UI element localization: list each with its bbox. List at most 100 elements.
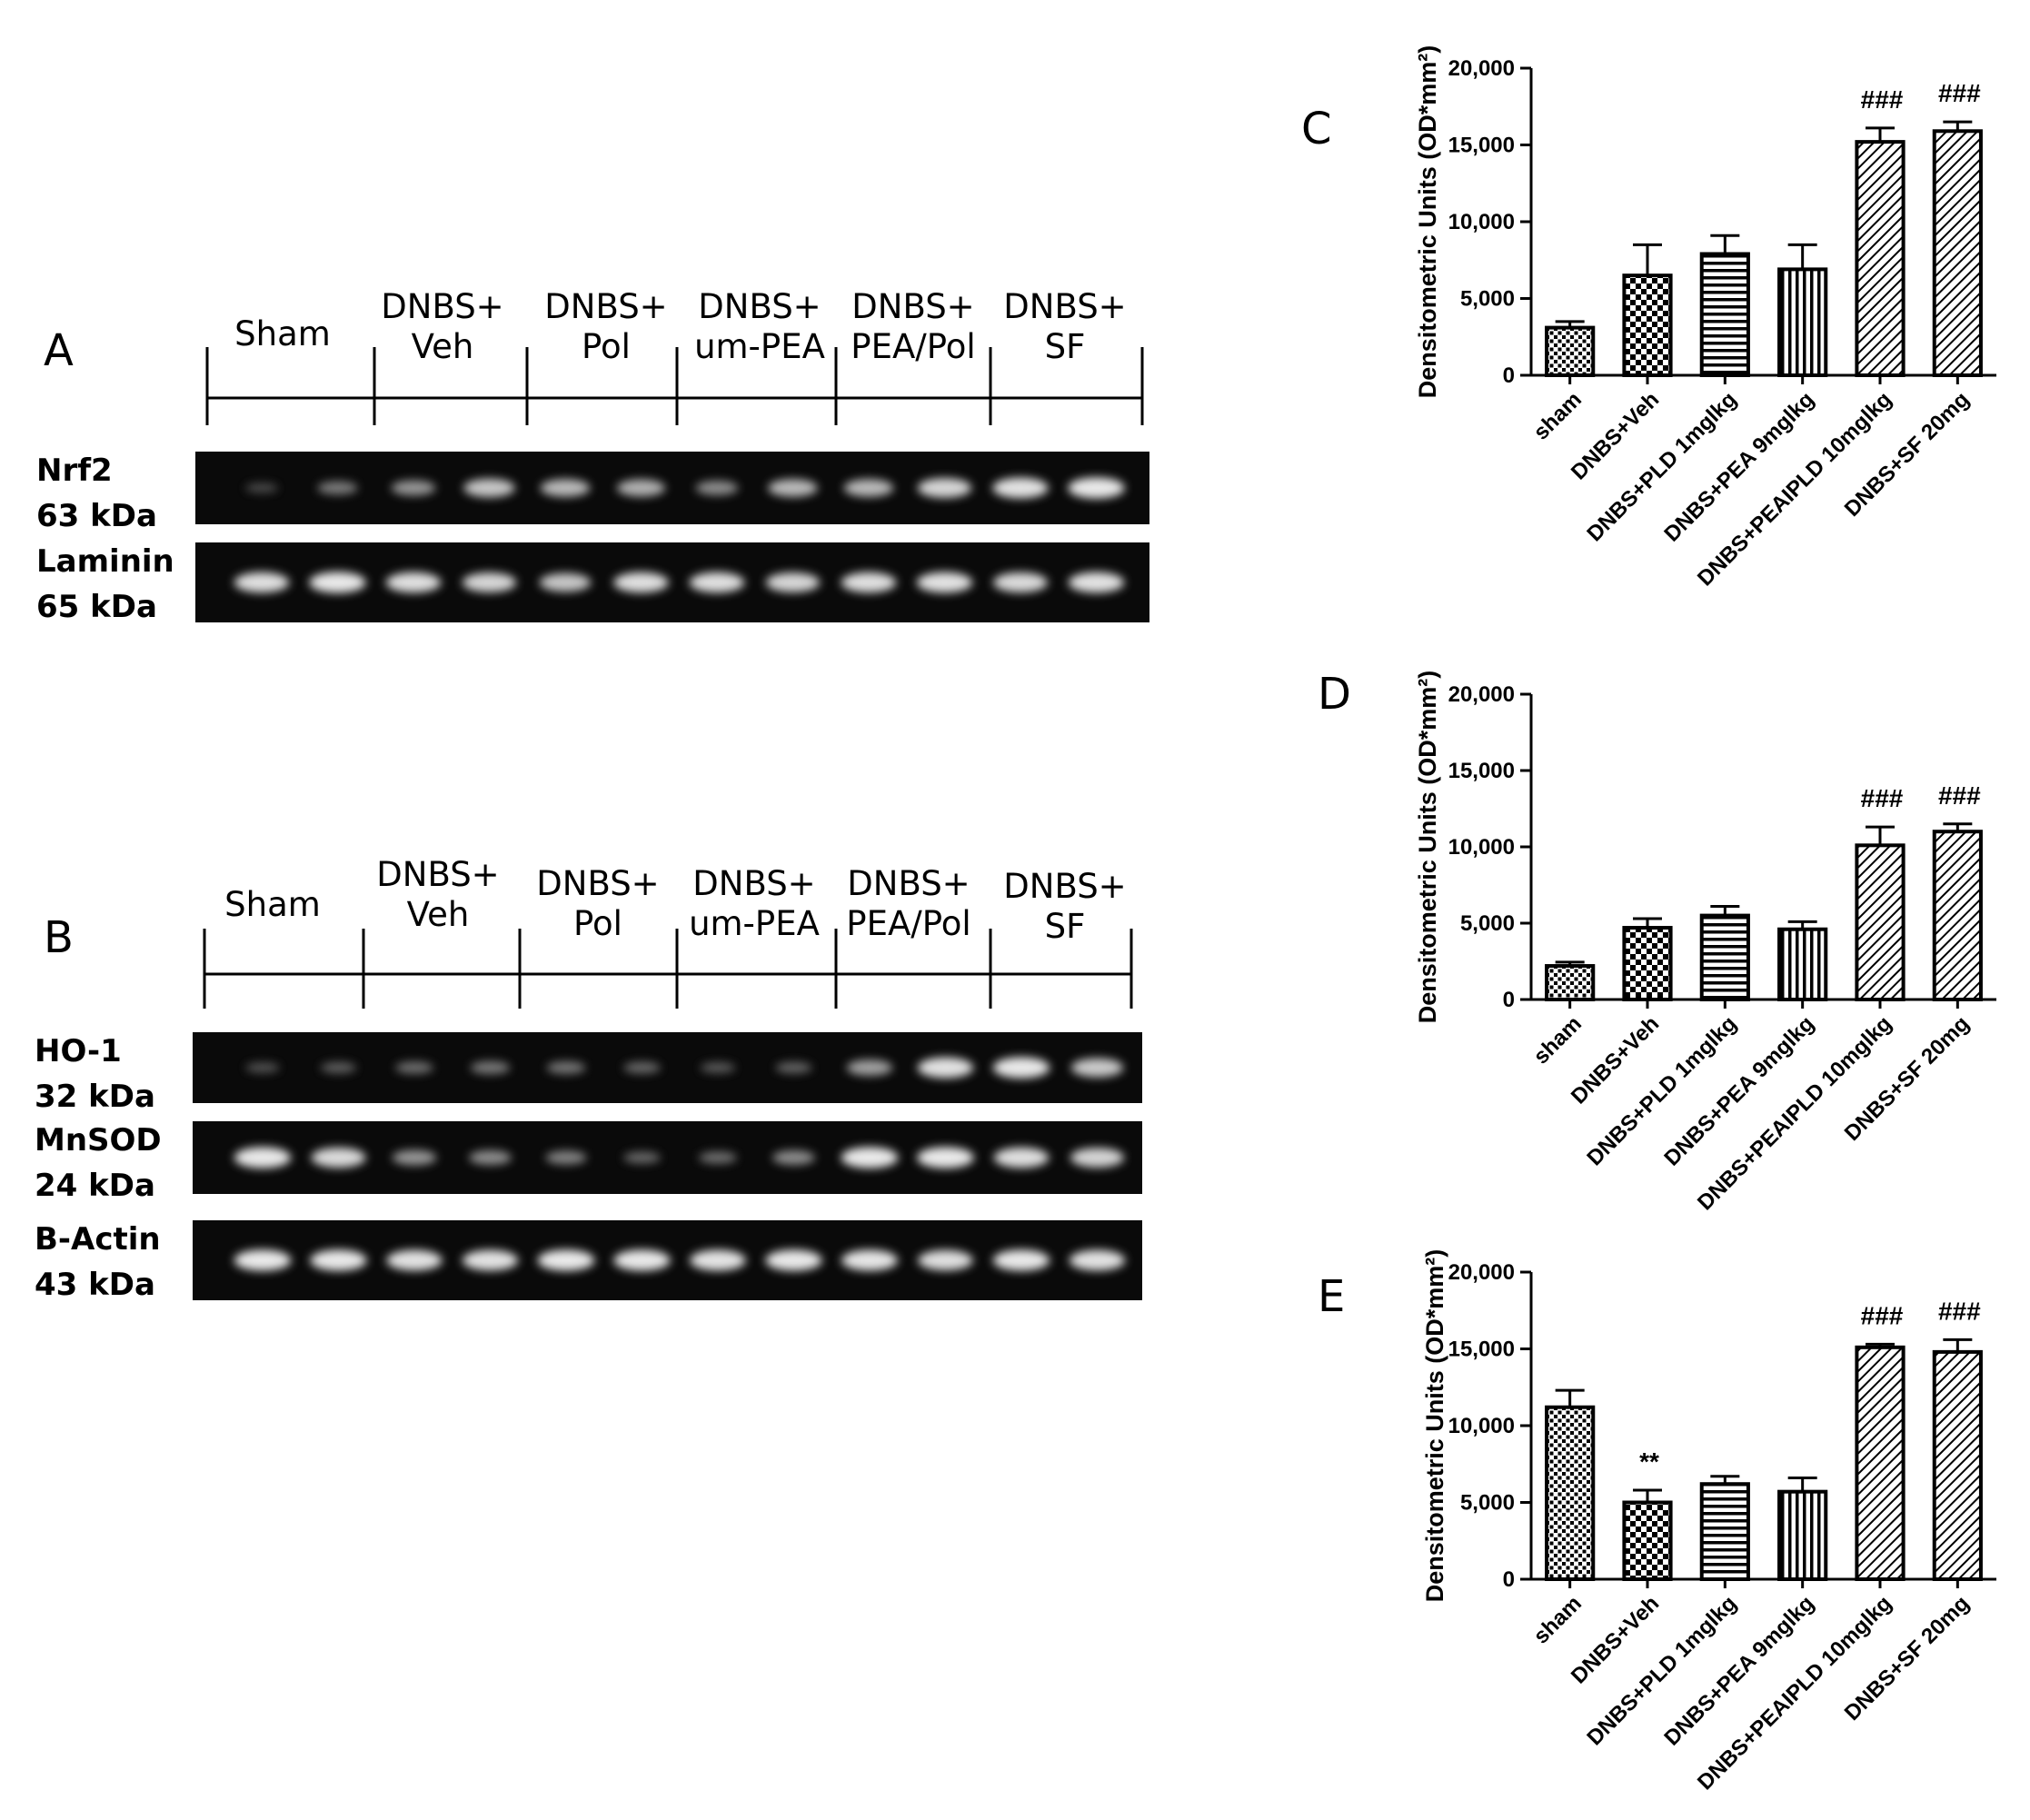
bar <box>1622 1500 1673 1581</box>
blot-band <box>917 1057 974 1079</box>
bar <box>1777 927 1828 1001</box>
category-label: DNBS+PLD 1mglkg <box>1582 1011 1741 1170</box>
blot-band <box>462 572 517 592</box>
blot-band <box>310 1249 367 1271</box>
band-label-protein: MnSOD <box>35 1122 162 1159</box>
blot-band <box>1070 1058 1124 1078</box>
y-tick-label: 20,000 <box>1448 1260 1515 1285</box>
lane-group-header-line: Veh <box>412 327 474 366</box>
lane-group-header-line: DNBS+ <box>544 287 667 326</box>
blot-band <box>1069 1249 1126 1271</box>
band-label-protein: Nrf2 <box>36 453 113 489</box>
significance-marker: ### <box>1861 1301 1904 1329</box>
band-label-weight: 24 kDa <box>35 1168 155 1204</box>
blot-band <box>244 482 279 493</box>
band-label: B-Actin 43 kDa <box>35 1221 161 1303</box>
lane-group-header: DNBS+ Veh <box>376 855 499 934</box>
lane-group-header-line: Sham <box>224 885 321 924</box>
blot-band <box>234 572 290 593</box>
blot-band <box>690 1249 746 1271</box>
y-tick-label: 20,000 <box>1448 56 1515 81</box>
band-label: MnSOD 24 kDa <box>35 1122 162 1204</box>
category-label: sham <box>1528 1011 1586 1069</box>
lane-group-header: DNBS+ Pol <box>536 864 659 943</box>
lane-group-header: DNBS+ Pol <box>544 287 667 366</box>
blot-band <box>616 479 666 497</box>
bar <box>1932 1349 1983 1581</box>
bar <box>1855 1345 1906 1582</box>
lane-group-header: Sham <box>234 314 331 353</box>
blot-band <box>309 572 366 593</box>
bar <box>1932 129 1983 377</box>
lane-group-header-line: DNBS+ <box>1003 287 1126 326</box>
blot-band <box>234 1147 292 1169</box>
blot-band <box>846 1059 893 1076</box>
lane-group-header: DNBS+ um-PEA <box>694 287 825 366</box>
lane-group-header: DNBS+ PEA/Pol <box>846 864 970 943</box>
blot-band <box>841 572 897 593</box>
bar <box>1777 1489 1828 1582</box>
blot-band <box>540 479 591 497</box>
lane-group-header-line: DNBS+ <box>536 864 659 903</box>
blot-band <box>916 572 973 593</box>
lane-group-header-line: DNBS+ <box>851 287 974 326</box>
blot-band <box>700 1062 736 1073</box>
y-tick-label: 15,000 <box>1448 1338 1515 1362</box>
band-label: HO-1 32 kDa <box>35 1033 155 1115</box>
y-axis-title: Densitometric Units (OD*mm²) <box>1421 1249 1448 1603</box>
blot-band <box>391 480 436 496</box>
y-tick-label: 20,000 <box>1448 682 1515 707</box>
lane-group-header: DNBS+ SF <box>1003 867 1126 946</box>
blot-band <box>395 1061 433 1074</box>
y-tick-label: 15,000 <box>1448 759 1515 783</box>
blot-band <box>1070 1148 1124 1168</box>
significance-marker: ### <box>1861 85 1904 114</box>
blot-band <box>993 572 1048 593</box>
lane-group-header: DNBS+ Veh <box>381 287 503 366</box>
lane-group-header-line: PEA/Pol <box>851 327 975 366</box>
lane-group-header-line: SF <box>1045 907 1086 946</box>
lane-group-header-line: DNBS+ <box>381 287 503 326</box>
blot-band <box>775 1061 812 1074</box>
blot-band <box>545 1150 587 1165</box>
bar <box>1545 325 1596 377</box>
blot-band <box>918 1249 973 1271</box>
lane-group-header-line: Sham <box>234 314 331 353</box>
lane-group-header-line: DNBS+ <box>698 287 821 326</box>
category-label: DNBS+PLD 1mglkg <box>1582 1591 1741 1750</box>
band-label-protein: Laminin <box>36 543 174 580</box>
blot-band <box>546 1060 586 1075</box>
band-label-weight: 32 kDa <box>35 1079 155 1115</box>
significance-marker: ** <box>1639 1447 1659 1476</box>
bar <box>1932 830 1983 1002</box>
y-tick-label: 10,000 <box>1448 835 1515 860</box>
y-tick-label: 10,000 <box>1448 210 1515 234</box>
blot-band <box>392 1149 437 1166</box>
blot-band <box>1068 572 1125 593</box>
blot-band <box>320 1061 357 1074</box>
lane-group-header-line: um-PEA <box>694 327 825 366</box>
band-label-protein: B-Actin <box>35 1221 161 1258</box>
blot-band <box>311 1147 366 1169</box>
blot-band <box>772 1150 815 1165</box>
bar <box>1545 964 1596 1002</box>
blot-band <box>992 1249 1050 1271</box>
blot-band <box>689 572 745 593</box>
blot-band <box>768 479 818 497</box>
blot-band <box>539 572 592 592</box>
y-tick-label: 5,000 <box>1460 911 1515 936</box>
blot-band <box>765 1249 822 1271</box>
band-label-protein: HO-1 <box>35 1033 122 1069</box>
blot-band <box>992 1057 1050 1079</box>
category-label: DNBS+PEA 9mglkg <box>1659 387 1818 546</box>
y-axis-title: Densitometric Units (OD*mm²) <box>1414 671 1441 1024</box>
bar <box>1622 926 1673 1001</box>
bar <box>1545 1405 1596 1581</box>
blot-band <box>623 1151 661 1164</box>
blot-band <box>470 1060 511 1075</box>
lane-group-header-line: PEA/Pol <box>846 904 970 943</box>
lane-group-header-line: um-PEA <box>689 904 820 943</box>
blot-band <box>385 572 442 593</box>
blot-band <box>234 1249 292 1271</box>
